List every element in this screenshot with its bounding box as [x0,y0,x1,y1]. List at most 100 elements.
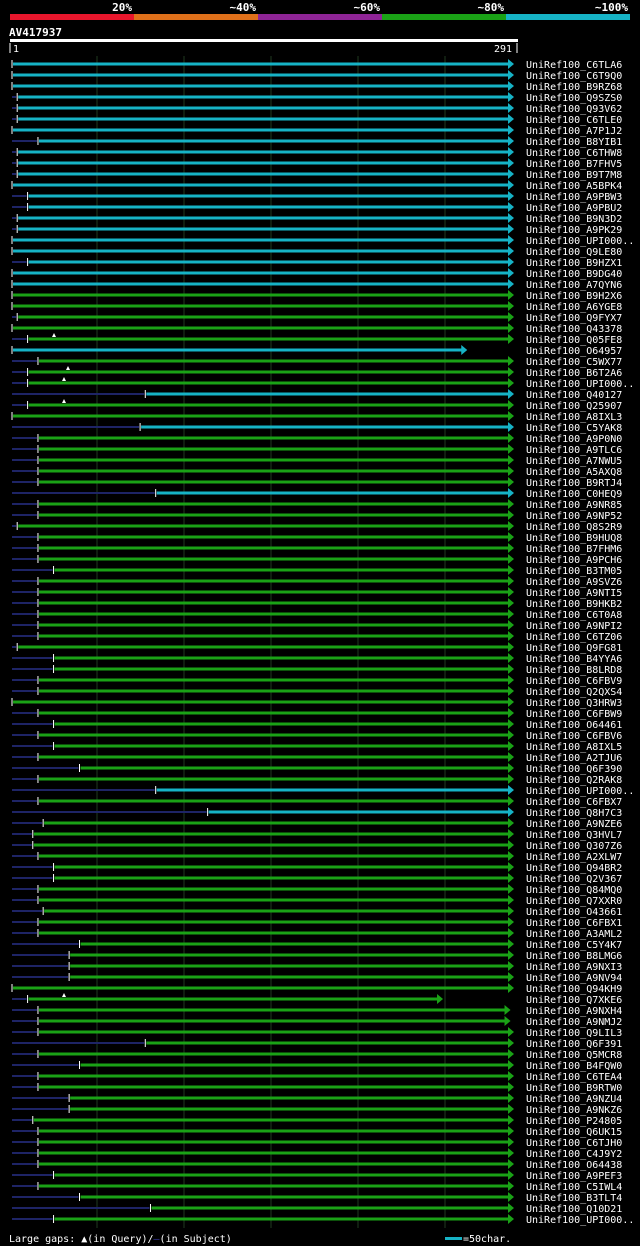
hit-row[interactable]: UniRef100_B9RZ68 [11,81,622,93]
hit-row[interactable]: UniRef100_A9NKZ6 [12,1104,622,1116]
hit-row[interactable]: UniRef100_A9PBU2 [12,202,622,214]
hit-label[interactable]: UniRef100_C6FBX1 [526,918,622,929]
hit-row[interactable]: UniRef100_A9PEF3 [12,1170,622,1182]
hit-label[interactable]: UniRef100_Q9FYX7 [526,313,622,324]
hit-label[interactable]: UniRef100_O43661 [526,907,622,918]
hit-row[interactable]: UniRef100_Q84MQ0 [12,884,622,896]
hit-label[interactable]: UniRef100_Q2QXS4 [526,687,622,698]
hit-label[interactable]: UniRef100_Q05FE8 [526,335,622,346]
hit-row[interactable]: UniRef100_A6YGE8 [11,301,622,313]
hit-row[interactable]: UniRef100_B4FQW0 [12,1060,622,1072]
hit-row[interactable]: UniRef100_C6TJH0 [12,1137,622,1149]
hit-row[interactable]: UniRef100_Q40127 [12,389,622,401]
hit-label[interactable]: UniRef100_Q10D21 [526,1204,622,1215]
hit-row[interactable]: UniRef100_Q43378 [11,323,622,335]
hit-label[interactable]: UniRef100_Q84MQ0 [526,885,622,896]
hit-label[interactable]: UniRef100_Q9LE80 [526,247,622,258]
hit-label[interactable]: UniRef100_A9NKZ6 [526,1105,622,1116]
hit-label[interactable]: UniRef100_Q3HRW3 [526,698,622,709]
hit-row[interactable]: UniRef100_C6TEA4 [12,1071,622,1083]
hit-row[interactable]: UniRef100_Q6F391 [12,1038,622,1050]
hit-label[interactable]: UniRef100_A6YGE8 [526,302,622,313]
hit-row[interactable]: UniRef100_Q7XXR0 [12,895,622,907]
hit-row[interactable]: UniRef100_Q3HRW3 [11,697,622,709]
hit-label[interactable]: UniRef100_B7FHM6 [526,544,622,555]
hit-label[interactable]: UniRef100_O64461 [526,720,622,731]
hit-label[interactable]: UniRef100_A9NMJ2 [526,1017,622,1028]
hit-row[interactable]: UniRef100_A9NPI2 [12,620,622,632]
hit-label[interactable]: UniRef100_Q94KH9 [526,984,622,995]
hit-label[interactable]: UniRef100_Q9FG81 [526,643,622,654]
hit-row[interactable]: UniRef100_A8IXL5 [12,741,622,753]
hit-label[interactable]: UniRef100_Q25907 [526,401,622,412]
hit-row[interactable]: UniRef100_Q93V62 [12,103,622,115]
hit-label[interactable]: UniRef100_Q93V62 [526,104,622,115]
hit-label[interactable]: UniRef100_A9NXH4 [526,1006,622,1017]
hit-label[interactable]: UniRef100_C0HEQ9 [526,489,622,500]
hit-label[interactable]: UniRef100_C6FBV6 [526,731,622,742]
hit-row[interactable]: UniRef100_B9N3D2 [12,213,622,225]
hit-label[interactable]: UniRef100_C5YAK8 [526,423,622,434]
hit-label[interactable]: UniRef100_A9NP52 [526,511,622,522]
hit-row[interactable]: UniRef100_Q94KH9 [11,983,622,995]
hit-label[interactable]: UniRef100_O64957 [526,346,622,357]
hit-label[interactable]: UniRef100_A9NR85 [526,500,622,511]
hit-row[interactable]: UniRef100_Q2V367 [12,873,622,885]
hit-row[interactable]: UniRef100_A9PBW3 [12,191,622,203]
hit-row[interactable]: UniRef100_C6TLA6 [11,59,622,71]
hit-label[interactable]: UniRef100_P24805 [526,1116,622,1127]
hit-label[interactable]: UniRef100_A9PK29 [526,225,622,236]
hit-row[interactable]: UniRef100_Q2RAK8 [12,774,622,786]
hit-label[interactable]: UniRef100_A9SVZ6 [526,577,622,588]
hit-label[interactable]: UniRef100_A8IXL3 [526,412,622,423]
hit-label[interactable]: UniRef100_C6TJH0 [526,1138,622,1149]
hit-label[interactable]: UniRef100_A9NZU4 [526,1094,622,1105]
hit-row[interactable]: UniRef100_A9NMJ2 [12,1016,622,1028]
hit-row[interactable]: UniRef100_A9PK29 [12,224,622,236]
hit-row[interactable]: UniRef100_B9DG40 [11,268,622,280]
hit-row[interactable]: UniRef100_UPI000.. [12,378,634,390]
hit-row[interactable]: UniRef100_C6T9Q0 [11,70,622,82]
hit-row[interactable]: UniRef100_B8LRD8 [12,664,622,676]
hit-row[interactable]: UniRef100_C6T0A8 [12,609,622,621]
hit-label[interactable]: UniRef100_C6T9Q0 [526,71,622,82]
hit-label[interactable]: UniRef100_A9NV94 [526,973,622,984]
hit-label[interactable]: UniRef100_C6FBW9 [526,709,622,720]
hit-row[interactable]: UniRef100_Q10D21 [12,1203,622,1215]
hit-row[interactable]: UniRef100_C4J9Y2 [12,1148,622,1160]
hit-row[interactable]: UniRef100_C5WX77 [12,356,622,368]
hit-row[interactable]: UniRef100_UPI000.. [12,1214,634,1226]
hit-row[interactable]: UniRef100_A9SVZ6 [12,576,622,588]
hit-label[interactable]: UniRef100_A9NZE6 [526,819,622,830]
hit-label[interactable]: UniRef100_B9HKB2 [526,599,622,610]
hit-label[interactable]: UniRef100_C6TLA6 [526,60,622,71]
hit-row[interactable]: UniRef100_Q8S2R9 [12,521,622,533]
hit-label[interactable]: UniRef100_Q43378 [526,324,622,335]
hit-label[interactable]: UniRef100_Q6F391 [526,1039,622,1050]
hit-row[interactable]: UniRef100_B3TM05 [12,565,622,577]
hit-row[interactable]: UniRef100_C6FBV9 [12,675,622,687]
hit-label[interactable]: UniRef100_C6T0A8 [526,610,622,621]
hit-label[interactable]: UniRef100_Q8H7C3 [526,808,622,819]
hit-label[interactable]: UniRef100_Q307Z6 [526,841,622,852]
hit-row[interactable]: UniRef100_A9PCH6 [12,554,622,566]
hit-row[interactable]: UniRef100_Q9LE80 [11,246,622,258]
hit-label[interactable]: UniRef100_C6TZ06 [526,632,622,643]
hit-row[interactable]: UniRef100_B6T2A6 [12,367,622,379]
hit-row[interactable]: UniRef100_B9HZX1 [12,257,622,269]
hit-row[interactable]: UniRef100_Q9LIL3 [12,1027,622,1039]
hit-row[interactable]: UniRef100_Q9FYX7 [12,312,622,324]
hit-label[interactable]: UniRef100_UPI000.. [526,236,634,247]
hit-row[interactable]: UniRef100_Q25907 [12,400,622,412]
hit-row[interactable]: UniRef100_Q2QXS4 [12,686,622,698]
hit-label[interactable]: UniRef100_Q7XXR0 [526,896,622,907]
hit-row[interactable]: UniRef100_C6FBX1 [12,917,622,929]
hit-row[interactable]: UniRef100_A9P0N0 [12,433,622,445]
hit-row[interactable]: UniRef100_A9NXI3 [12,961,622,973]
hit-label[interactable]: UniRef100_UPI000.. [526,379,634,390]
hit-label[interactable]: UniRef100_B3TM05 [526,566,622,577]
hit-row[interactable]: UniRef100_A9NZU4 [12,1093,622,1105]
hit-label[interactable]: UniRef100_UPI000.. [526,786,634,797]
hit-label[interactable]: UniRef100_A9PEF3 [526,1171,622,1182]
hit-label[interactable]: UniRef100_UPI000.. [526,1215,634,1226]
